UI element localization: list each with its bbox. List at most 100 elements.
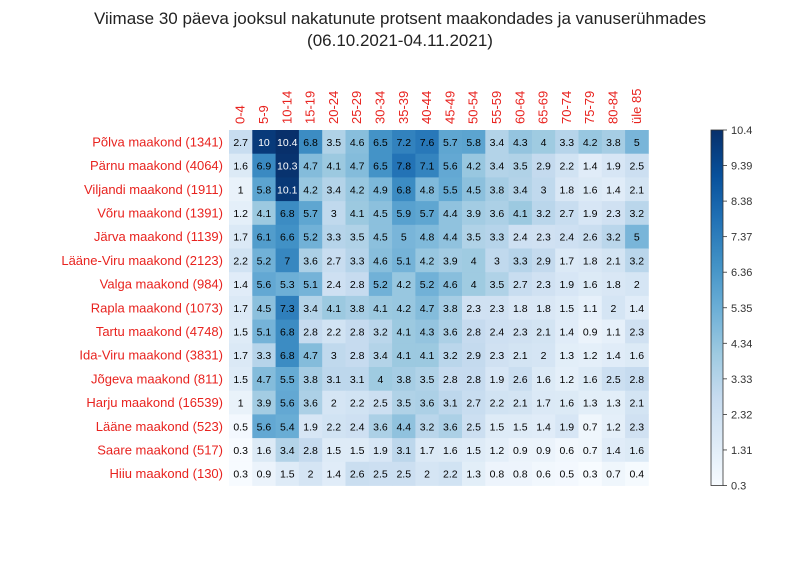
heatmap-cell — [368, 367, 393, 392]
cell-value-label: 5.6 — [257, 279, 272, 291]
heatmap-cell — [229, 130, 253, 155]
heatmap-cell — [625, 367, 649, 392]
colorbar-tick-label: 3.33 — [731, 374, 752, 386]
cell-value-label: 3.8 — [350, 303, 365, 315]
heatmap-cell — [229, 201, 253, 226]
cell-value-label: 4.7 — [257, 374, 272, 386]
heatmap-cell — [368, 390, 393, 415]
heatmap-cell — [625, 130, 649, 155]
cell-value-label: 1.8 — [513, 303, 528, 315]
heatmap-cell — [275, 153, 300, 178]
cell-value-label: 4.1 — [396, 350, 411, 362]
heatmap-cell — [275, 438, 300, 463]
heatmap-cell — [485, 343, 509, 368]
cell-value-label: 2.3 — [490, 303, 505, 315]
heatmap-cell — [578, 153, 603, 178]
heatmap-cell — [531, 272, 556, 297]
cell-value-label: 2.7 — [513, 279, 528, 291]
heatmap-cell — [392, 343, 416, 368]
cell-value-label: 3.5 — [420, 374, 435, 386]
cell-value-label: 2.2 — [560, 161, 575, 173]
heatmap-cell — [555, 319, 579, 344]
cell-value-label: 4.2 — [466, 161, 481, 173]
cell-value-label: 4.2 — [303, 184, 318, 196]
row-label: Jõgeva maakond (811) — [91, 371, 223, 386]
cell-value-label: 2.2 — [327, 421, 342, 433]
cell-value-label: 5.7 — [303, 208, 318, 220]
heatmap-cell — [275, 343, 300, 368]
cell-value-label: 4.2 — [350, 184, 365, 196]
cell-value-label: 2.8 — [350, 279, 365, 291]
cell-value-label: 1.4 — [536, 421, 551, 433]
heatmap-cell — [625, 224, 649, 249]
heatmap-cell — [415, 438, 440, 463]
heatmap-cell — [555, 224, 579, 249]
heatmap-cell — [415, 248, 440, 273]
cell-value-label: 2 — [611, 303, 617, 315]
column-label: 65-69 — [536, 91, 551, 124]
cell-value-label: 3.2 — [443, 350, 458, 362]
cell-value-label: 4.2 — [396, 303, 411, 315]
cell-value-label: 3.8 — [490, 184, 505, 196]
cell-value-label: 3 — [494, 255, 500, 267]
cell-value-label: 0.5 — [560, 469, 575, 481]
heatmap-cell — [601, 390, 626, 415]
heatmap-cell — [462, 248, 486, 273]
cell-value-label: 2 — [308, 469, 314, 481]
cell-value-label: 10 — [258, 137, 270, 149]
heatmap-cell — [601, 343, 626, 368]
heatmap-cell — [322, 272, 346, 297]
cell-value-label: 1.8 — [583, 255, 598, 267]
heatmap-cell — [485, 319, 509, 344]
heatmap-cell — [462, 130, 486, 155]
heatmap-cell — [298, 367, 323, 392]
cell-value-label: 4.1 — [350, 208, 365, 220]
cell-value-label: 2.2 — [233, 255, 248, 267]
cell-value-label: 3.3 — [350, 255, 365, 267]
heatmap-cell — [601, 295, 626, 320]
heatmap-cell — [508, 343, 533, 368]
heatmap-cell — [625, 272, 649, 297]
heatmap-cell — [275, 295, 300, 320]
heatmap-cell — [298, 438, 323, 463]
heatmap-cell — [229, 295, 253, 320]
heatmap-cell — [438, 343, 463, 368]
heatmap-cell — [625, 177, 649, 202]
heatmap-cell — [625, 201, 649, 226]
cell-value-label: 1 — [238, 398, 244, 410]
heatmap-cell — [415, 414, 440, 439]
cell-value-label: 1.2 — [606, 421, 621, 433]
heatmap-cell — [578, 461, 603, 486]
cell-value-label: 1.5 — [513, 421, 528, 433]
cell-value-label: 2 — [424, 469, 430, 481]
cell-value-label: 4.6 — [350, 137, 365, 149]
heatmap-cell — [392, 224, 416, 249]
cell-value-label: 2.8 — [350, 350, 365, 362]
cell-value-label: 3.1 — [396, 445, 411, 457]
heatmap-cell — [415, 295, 440, 320]
cell-value-label: 4 — [541, 137, 547, 149]
heatmap-cell — [555, 438, 579, 463]
cell-value-label: 3 — [331, 208, 337, 220]
cell-value-label: 2.3 — [490, 350, 505, 362]
cell-value-label: 2.7 — [327, 255, 342, 267]
cell-value-label: 4.6 — [443, 279, 458, 291]
heatmap-cell — [368, 201, 393, 226]
cell-value-label: 3.3 — [560, 137, 575, 149]
heatmap-cell — [298, 390, 323, 415]
cell-value-label: 2.1 — [606, 255, 621, 267]
heatmap-cell — [252, 367, 276, 392]
heatmap-cell — [601, 319, 626, 344]
heatmap-cell — [415, 153, 440, 178]
cell-value-label: 2.4 — [490, 326, 505, 338]
cell-value-label: 5.8 — [466, 137, 481, 149]
column-label: 80-84 — [605, 91, 620, 124]
cell-value-label: 4 — [471, 255, 477, 267]
heatmap-cell — [578, 130, 603, 155]
cell-value-label: 1.5 — [490, 421, 505, 433]
cell-value-label: 1.5 — [280, 469, 295, 481]
row-label: Rapla maakond (1073) — [91, 300, 223, 315]
heatmap-cell — [322, 224, 346, 249]
heatmap-cell — [275, 201, 300, 226]
cell-value-label: 3.6 — [443, 326, 458, 338]
